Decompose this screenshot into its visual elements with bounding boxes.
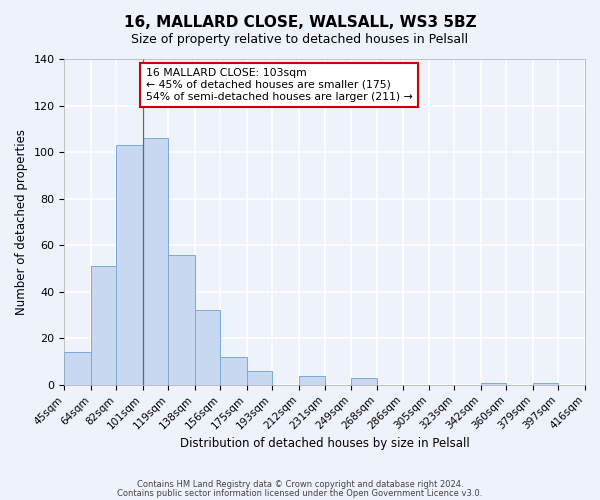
Bar — [220, 357, 247, 385]
Text: Contains HM Land Registry data © Crown copyright and database right 2024.: Contains HM Land Registry data © Crown c… — [137, 480, 463, 489]
Y-axis label: Number of detached properties: Number of detached properties — [15, 129, 28, 315]
Bar — [299, 376, 325, 385]
Bar — [247, 371, 272, 385]
Bar — [350, 378, 377, 385]
Bar — [91, 266, 116, 385]
Bar — [195, 310, 220, 385]
Bar — [481, 382, 506, 385]
Bar — [533, 382, 559, 385]
Bar — [64, 352, 91, 385]
Text: Contains public sector information licensed under the Open Government Licence v3: Contains public sector information licen… — [118, 489, 482, 498]
Text: 16 MALLARD CLOSE: 103sqm
← 45% of detached houses are smaller (175)
54% of semi-: 16 MALLARD CLOSE: 103sqm ← 45% of detach… — [146, 68, 413, 102]
Bar — [168, 254, 195, 385]
X-axis label: Distribution of detached houses by size in Pelsall: Distribution of detached houses by size … — [180, 437, 470, 450]
Bar — [143, 138, 168, 385]
Bar — [116, 145, 143, 385]
Text: 16, MALLARD CLOSE, WALSALL, WS3 5BZ: 16, MALLARD CLOSE, WALSALL, WS3 5BZ — [124, 15, 476, 30]
Text: Size of property relative to detached houses in Pelsall: Size of property relative to detached ho… — [131, 32, 469, 46]
